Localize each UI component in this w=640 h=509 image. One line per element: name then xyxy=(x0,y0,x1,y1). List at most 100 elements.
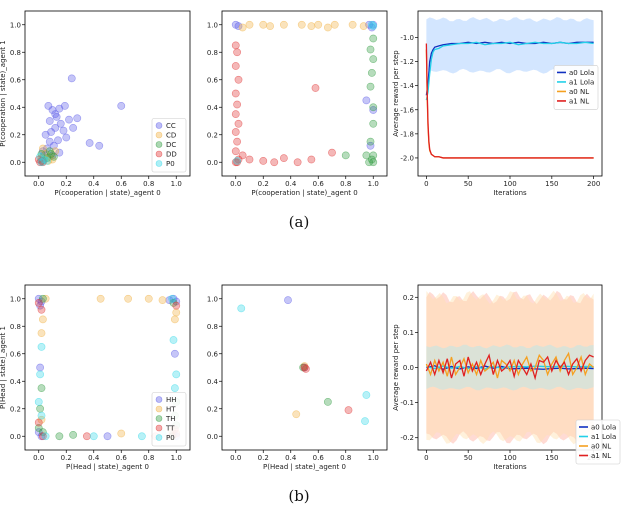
point-dc xyxy=(369,158,378,167)
point-hh xyxy=(103,432,112,441)
point-cd xyxy=(259,20,268,29)
chart-a3: 0 50 100 150 200 -2.0 -1.8 -1.6 -1.4 -1.2 -1.0 Iter… xyxy=(392,10,603,197)
point-dd xyxy=(234,75,243,84)
point-cc xyxy=(60,101,69,110)
x-axis-label: P(Head | state)_agent 0 xyxy=(263,463,346,471)
point-dc xyxy=(369,119,378,128)
y-tick-label: -2.0 xyxy=(400,154,414,162)
point-p0 xyxy=(36,370,45,379)
point-p0 xyxy=(172,370,181,379)
point-hh xyxy=(170,349,179,358)
point-dc xyxy=(341,151,350,160)
x-axis-label: Iterations xyxy=(493,189,527,197)
point-cd xyxy=(330,20,339,29)
x-tick-label: 0.8 xyxy=(340,454,351,462)
point-hh xyxy=(284,296,292,305)
point-dd xyxy=(270,158,279,167)
x-tick-label: 0.4 xyxy=(88,180,100,188)
legend-label: a1 NL xyxy=(591,452,611,460)
plot-frame xyxy=(24,284,191,451)
point-cc xyxy=(41,130,50,139)
point-dd xyxy=(259,156,268,165)
point-p0 xyxy=(233,156,242,165)
caption-a: (a) xyxy=(289,213,310,231)
x-tick-label: 200 xyxy=(587,180,600,188)
legend-label: TT xyxy=(165,425,175,433)
point-cd xyxy=(307,22,316,31)
point-dc xyxy=(367,68,376,77)
point-tt xyxy=(82,432,91,441)
x-tick-label: 100 xyxy=(503,180,516,188)
y-axis-label: P(cooperation | state)_agent 1 xyxy=(0,40,7,146)
point-tt xyxy=(38,432,47,441)
y-tick-label: 0.8 xyxy=(10,49,21,57)
x-tick-label: 1.0 xyxy=(171,454,182,462)
legend-marker xyxy=(155,424,163,432)
point-cc xyxy=(117,101,126,110)
point-cc xyxy=(231,20,240,29)
x-axis-label: P(cooperation | state)_agent 0 xyxy=(251,189,357,197)
point-dd xyxy=(245,155,254,164)
x-tick-label: 1.0 xyxy=(171,180,182,188)
point-cd xyxy=(323,23,332,32)
legend-label: a1 Lola xyxy=(569,78,594,86)
point-ht xyxy=(292,410,301,419)
y-tick-label: 1.0 xyxy=(207,21,218,29)
legend-marker xyxy=(155,122,163,129)
point-ht xyxy=(124,294,133,303)
point-dd xyxy=(293,158,302,167)
point-ht xyxy=(117,429,126,438)
point-dd xyxy=(233,48,242,57)
legend-label: TH xyxy=(165,415,176,423)
legend-label: a0 Lola xyxy=(569,69,594,77)
point-p0 xyxy=(41,432,50,441)
plot-frame xyxy=(221,284,388,451)
point-cd xyxy=(238,23,247,32)
x-tick-label: 50 xyxy=(464,180,473,188)
legend-marker xyxy=(155,141,163,148)
point-th xyxy=(69,430,78,439)
point-th xyxy=(323,397,332,406)
point-cc xyxy=(51,110,60,119)
point-dd xyxy=(231,128,240,136)
line-a1-nl xyxy=(425,353,594,381)
x-tick-label: 1.0 xyxy=(368,180,379,188)
plot-frame xyxy=(24,10,191,177)
point-ht xyxy=(41,294,50,303)
y-tick-label: 0.2 xyxy=(207,405,218,413)
line-a1-lola xyxy=(425,41,594,101)
legend-marker xyxy=(155,131,163,139)
point-tt xyxy=(34,418,43,427)
y-axis-label: Average reward per step xyxy=(392,324,400,411)
point-dd xyxy=(231,110,240,119)
point-cc xyxy=(56,119,65,128)
point-p0 xyxy=(362,391,371,399)
y-tick-label: -1.4 xyxy=(400,82,414,90)
point-cc xyxy=(366,141,375,150)
y-tick-label: 1.0 xyxy=(10,295,21,303)
point-cc xyxy=(362,96,371,105)
x-tick-label: 0.6 xyxy=(116,454,128,462)
y-tick-label: 0.4 xyxy=(207,378,219,386)
y-tick-label: 0.6 xyxy=(207,350,219,358)
plot-area xyxy=(34,74,126,167)
legend-label: a1 NL xyxy=(569,97,589,105)
x-tick-label: 0.0 xyxy=(33,180,44,188)
point-ht xyxy=(37,329,46,338)
y-tick-label: 0.2 xyxy=(10,131,21,139)
y-tick-label: -1.8 xyxy=(400,130,414,138)
point-dc xyxy=(366,45,375,54)
point-cc xyxy=(55,148,64,157)
legend-label: HT xyxy=(166,406,176,414)
point-hh xyxy=(36,363,45,372)
plot-area xyxy=(425,17,594,159)
point-p0 xyxy=(34,397,43,406)
y-tick-label: 0.0 xyxy=(10,433,21,441)
chart-a1: 0.0 0.2 0.4 0.6 0.8 1.0 0.0 0.2 0.4 0.6 0.8 1.0 P(co… xyxy=(0,10,191,197)
legend-label: DC xyxy=(166,141,176,149)
point-dd xyxy=(238,151,247,160)
point-p0 xyxy=(170,384,179,393)
